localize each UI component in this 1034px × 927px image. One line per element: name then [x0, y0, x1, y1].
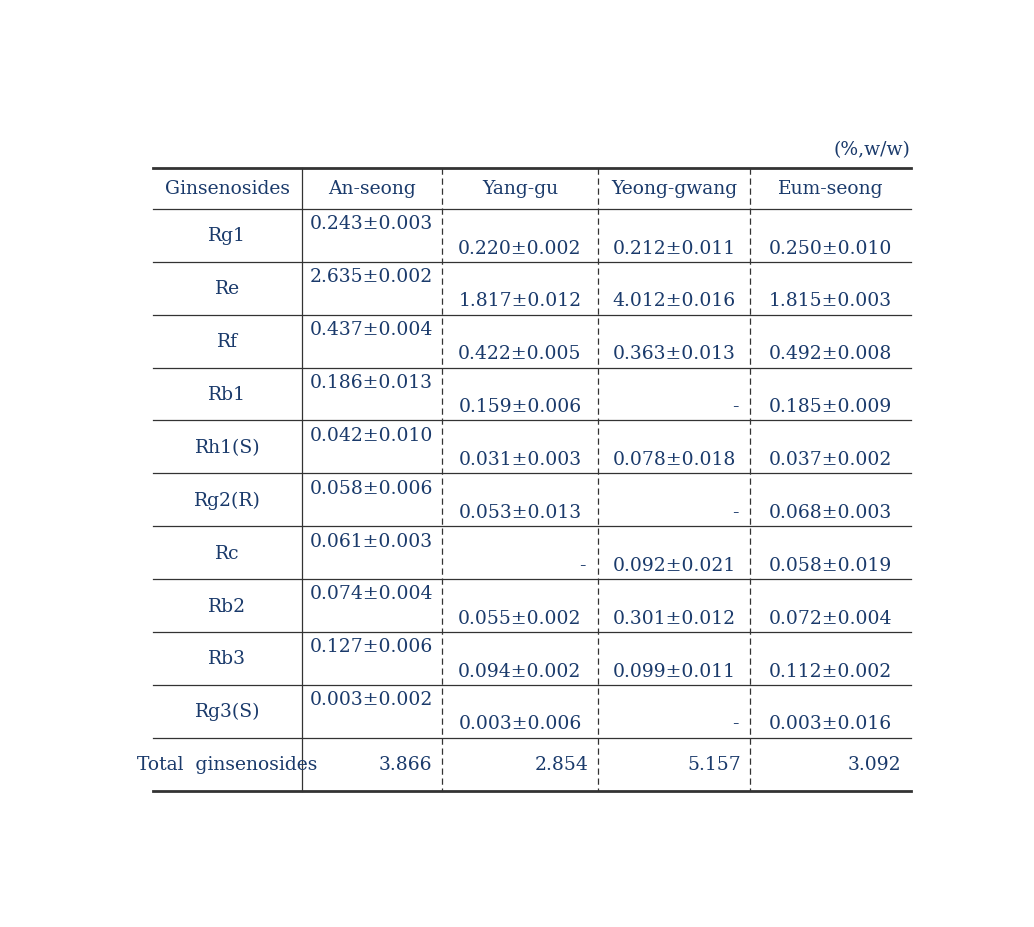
Text: Yang-gu: Yang-gu: [482, 180, 558, 198]
Text: 0.363±0.013: 0.363±0.013: [613, 345, 735, 363]
Text: 0.058±0.006: 0.058±0.006: [310, 479, 433, 497]
Text: 0.078±0.018: 0.078±0.018: [612, 451, 736, 468]
Text: 3.866: 3.866: [378, 756, 432, 773]
Text: An-seong: An-seong: [328, 180, 416, 198]
Text: Rf: Rf: [217, 333, 238, 350]
Text: 0.243±0.003: 0.243±0.003: [310, 215, 433, 233]
Text: 0.437±0.004: 0.437±0.004: [310, 321, 433, 338]
Text: -: -: [732, 398, 738, 415]
Text: Rg3(S): Rg3(S): [194, 703, 261, 720]
Text: 0.072±0.004: 0.072±0.004: [768, 609, 892, 627]
Text: 0.058±0.019: 0.058±0.019: [769, 556, 892, 574]
Text: 0.003±0.006: 0.003±0.006: [458, 715, 581, 732]
Text: 0.250±0.010: 0.250±0.010: [768, 239, 892, 258]
Text: -: -: [732, 715, 738, 732]
Text: -: -: [732, 503, 738, 521]
Text: 0.042±0.010: 0.042±0.010: [310, 426, 433, 444]
Text: 0.037±0.002: 0.037±0.002: [768, 451, 892, 468]
Text: Rc: Rc: [215, 544, 240, 562]
Text: 0.092±0.021: 0.092±0.021: [612, 556, 736, 574]
Text: 2.854: 2.854: [535, 756, 588, 773]
Text: 0.055±0.002: 0.055±0.002: [458, 609, 582, 627]
Text: 0.492±0.008: 0.492±0.008: [768, 345, 892, 363]
Text: 0.094±0.002: 0.094±0.002: [458, 662, 581, 679]
Text: 0.061±0.003: 0.061±0.003: [310, 532, 433, 550]
Text: 0.003±0.016: 0.003±0.016: [769, 715, 892, 732]
Text: 2.635±0.002: 2.635±0.002: [310, 268, 433, 286]
Text: Rg1: Rg1: [209, 227, 246, 245]
Text: 0.003±0.002: 0.003±0.002: [310, 691, 433, 708]
Text: Rb2: Rb2: [209, 597, 246, 615]
Text: 1.815±0.003: 1.815±0.003: [769, 292, 892, 311]
Text: 0.099±0.011: 0.099±0.011: [613, 662, 735, 679]
Text: 0.422±0.005: 0.422±0.005: [458, 345, 582, 363]
Text: Rg2(R): Rg2(R): [194, 491, 261, 509]
Text: Yeong-gwang: Yeong-gwang: [611, 180, 737, 198]
Text: 0.159±0.006: 0.159±0.006: [458, 398, 581, 415]
Text: 0.220±0.002: 0.220±0.002: [458, 239, 582, 258]
Text: 0.185±0.009: 0.185±0.009: [769, 398, 892, 415]
Text: -: -: [579, 556, 586, 574]
Text: 0.053±0.013: 0.053±0.013: [458, 503, 581, 521]
Text: 0.212±0.011: 0.212±0.011: [612, 239, 736, 258]
Text: Ginsenosides: Ginsenosides: [164, 180, 290, 198]
Text: Rb1: Rb1: [209, 386, 246, 403]
Text: 1.817±0.012: 1.817±0.012: [458, 292, 581, 311]
Text: Rh1(S): Rh1(S): [194, 438, 261, 456]
Text: 5.157: 5.157: [687, 756, 740, 773]
Text: 4.012±0.016: 4.012±0.016: [612, 292, 736, 311]
Text: 0.031±0.003: 0.031±0.003: [458, 451, 581, 468]
Text: (%,w/w): (%,w/w): [833, 141, 911, 159]
Text: 0.301±0.012: 0.301±0.012: [612, 609, 736, 627]
Text: 0.186±0.013: 0.186±0.013: [310, 374, 433, 391]
Text: Re: Re: [215, 280, 240, 298]
Text: Eum-seong: Eum-seong: [778, 180, 883, 198]
Text: Total  ginsenosides: Total ginsenosides: [138, 756, 317, 773]
Text: 0.068±0.003: 0.068±0.003: [769, 503, 892, 521]
Text: 0.074±0.004: 0.074±0.004: [310, 585, 433, 603]
Text: 3.092: 3.092: [847, 756, 901, 773]
Text: 0.127±0.006: 0.127±0.006: [310, 638, 433, 655]
Text: Rb3: Rb3: [209, 650, 246, 667]
Text: 0.112±0.002: 0.112±0.002: [769, 662, 892, 679]
